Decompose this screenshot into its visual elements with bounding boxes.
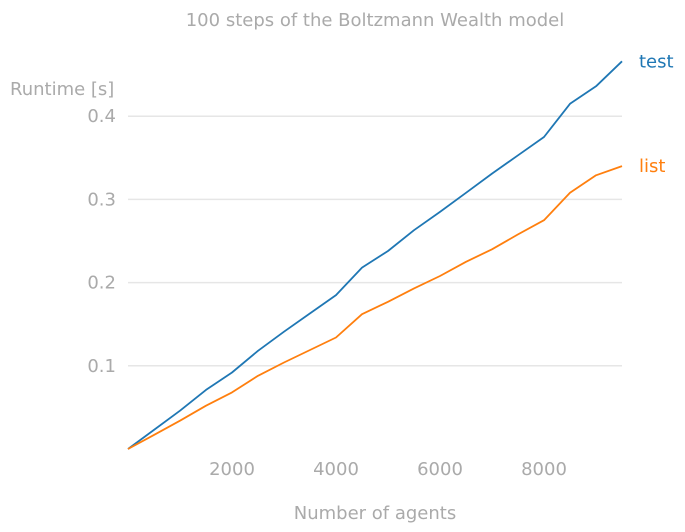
grid-lines xyxy=(128,115,622,367)
x-tick-label: 8000 xyxy=(521,459,567,480)
series-label-list: list xyxy=(639,156,665,177)
series-labels: test list xyxy=(639,51,674,177)
x-axis-ticks: 2000 4000 6000 8000 xyxy=(209,459,567,480)
y-tick-label: 0.4 xyxy=(87,106,116,127)
y-tick-label: 0.2 xyxy=(87,273,116,294)
y-tick-label: 0.3 xyxy=(87,189,116,210)
x-axis-label: Number of agents xyxy=(294,503,456,524)
y-tick-label: 0.1 xyxy=(87,356,116,377)
y-axis-ticks: 0.1 0.2 0.3 0.4 xyxy=(87,106,116,377)
chart-title: 100 steps of the Boltzmann Wealth model xyxy=(186,10,565,31)
x-tick-label: 6000 xyxy=(417,459,463,480)
series-line-list xyxy=(127,165,623,450)
x-tick-label: 2000 xyxy=(209,459,255,480)
series-lines xyxy=(127,60,623,450)
series-line-test xyxy=(127,60,623,450)
x-tick-label: 4000 xyxy=(313,459,359,480)
series-label-test: test xyxy=(639,51,674,72)
y-axis-label: Runtime [s] xyxy=(10,79,114,100)
